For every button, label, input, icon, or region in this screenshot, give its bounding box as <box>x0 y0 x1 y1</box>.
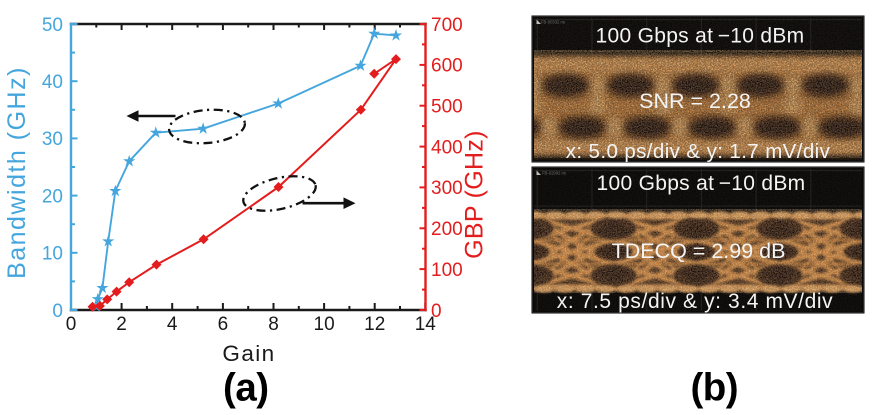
svg-text:FB-00332 ns: FB-00332 ns <box>541 20 565 25</box>
svg-text:x: 7.5 ps/div & y: 3.4 mV/div: x: 7.5 ps/div & y: 3.4 mV/div <box>557 290 834 313</box>
svg-text:40: 40 <box>42 72 63 93</box>
svg-text:6: 6 <box>218 314 229 335</box>
svg-text:2: 2 <box>116 314 127 335</box>
svg-text:600: 600 <box>431 56 463 77</box>
svg-text:100 Gbps at −10 dBm: 100 Gbps at −10 dBm <box>596 25 805 48</box>
svg-text:TDECQ = 2.99 dB: TDECQ = 2.99 dB <box>612 239 786 263</box>
svg-text:30: 30 <box>42 129 63 150</box>
svg-text:10: 10 <box>314 314 335 335</box>
svg-text:100 Gbps at −10 dBm: 100 Gbps at −10 dBm <box>597 172 806 195</box>
svg-text:(b): (b) <box>690 367 738 410</box>
svg-text:Gain: Gain <box>222 341 275 366</box>
svg-text:GBP (GHz): GBP (GHz) <box>460 130 488 259</box>
svg-text:400: 400 <box>431 137 463 158</box>
svg-text:0: 0 <box>66 314 77 335</box>
svg-text:500: 500 <box>431 97 463 118</box>
svg-text:14: 14 <box>415 314 437 335</box>
svg-text:x: 5.0 ps/div & y: 1.7 mV/div: x: 5.0 ps/div & y: 1.7 mV/div <box>566 140 831 163</box>
svg-text:0: 0 <box>52 301 63 322</box>
svg-text:12: 12 <box>364 314 385 335</box>
svg-text:(a): (a) <box>223 367 269 410</box>
svg-text:8: 8 <box>268 314 279 335</box>
svg-text:4: 4 <box>167 314 178 335</box>
svg-text:200: 200 <box>431 219 463 240</box>
svg-text:700: 700 <box>431 15 463 36</box>
svg-text:Bandwidth (GHz): Bandwidth (GHz) <box>3 66 31 279</box>
svg-text:20: 20 <box>42 186 63 207</box>
svg-text:FB-02992 ns: FB-02992 ns <box>542 171 566 176</box>
svg-text:10: 10 <box>42 244 63 265</box>
svg-text:100: 100 <box>431 260 463 281</box>
svg-text:0: 0 <box>431 301 442 322</box>
svg-text:50: 50 <box>42 15 63 36</box>
svg-text:300: 300 <box>431 178 463 199</box>
svg-text:SNR = 2.28: SNR = 2.28 <box>639 89 751 113</box>
